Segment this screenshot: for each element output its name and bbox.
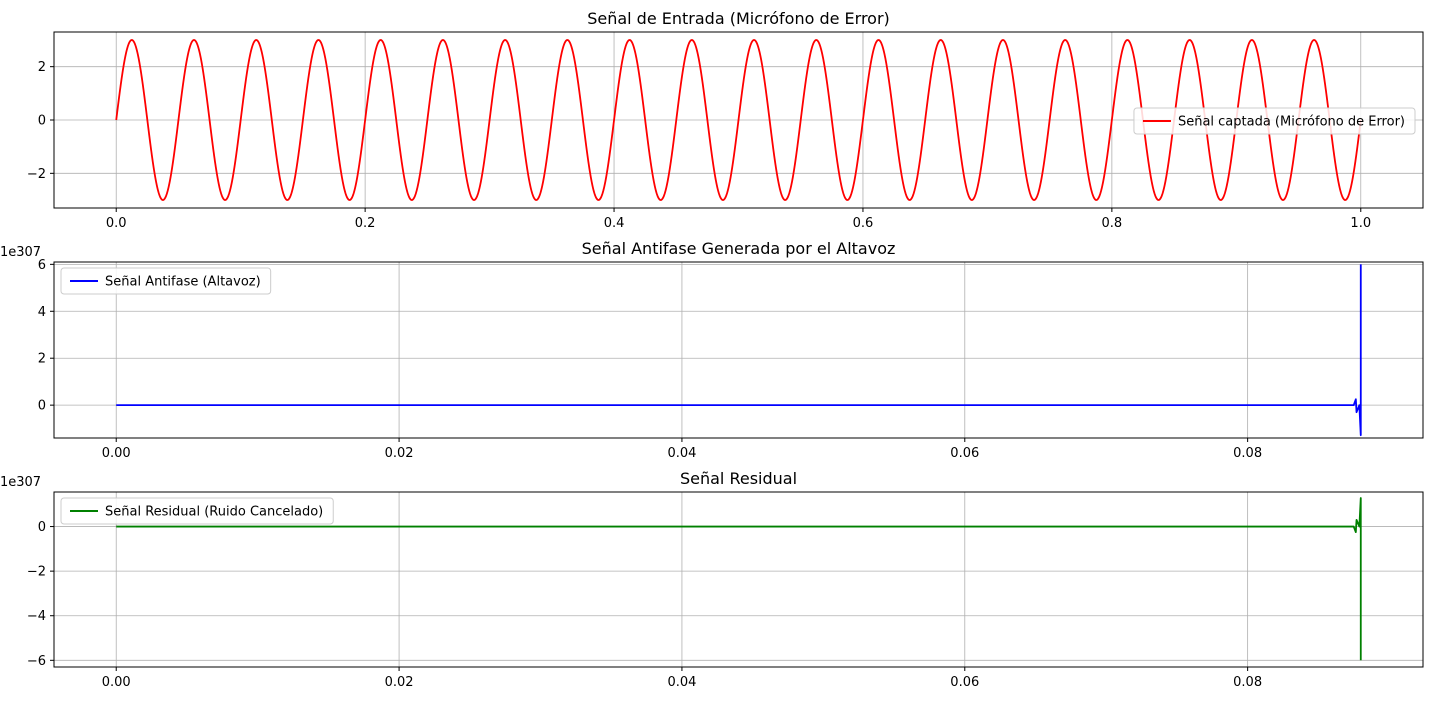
axes-frame: [53, 261, 1424, 439]
chart-title: Señal Residual: [680, 469, 797, 488]
y-tick-label: −2: [27, 167, 46, 182]
y-tick-label: 2: [38, 60, 46, 75]
y-offset-label: 1e307: [0, 475, 41, 490]
legend-label: Señal Residual (Ruido Cancelado): [105, 505, 323, 520]
x-tick-label: 0.04: [667, 446, 696, 461]
chart-title: Señal de Entrada (Micrófono de Error): [587, 9, 890, 28]
x-tick-label: 0.6: [853, 216, 874, 231]
x-tick-label: 1.0: [1350, 216, 1371, 231]
legend-frame: [60, 497, 334, 525]
x-tick-label: 0.00: [102, 446, 131, 461]
y-offset-label: 1e307: [0, 245, 41, 260]
axes-frame: [53, 491, 1424, 668]
x-tick-label: 0.8: [1102, 216, 1123, 231]
y-tick-label: 0: [38, 114, 46, 129]
y-tick-label: 2: [38, 352, 46, 367]
legend-frame: [60, 267, 272, 295]
x-tick-label: 0.00: [102, 675, 131, 690]
x-tick-label: 0.06: [950, 675, 979, 690]
y-tick-label: 4: [38, 305, 46, 320]
x-tick-label: 0.2: [355, 216, 376, 231]
x-tick-label: 0.02: [385, 446, 414, 461]
series-line-1: [116, 497, 1362, 661]
subplot-2: 0.00 0.02 0.04 0.06 0.08 0 2 4 6 Señal Antifase G…: [0, 239, 1424, 461]
x-tick-label: 0.0: [106, 216, 127, 231]
y-tick-label: −4: [27, 609, 46, 624]
x-tick-label: 0.08: [1233, 675, 1262, 690]
subplot-1: 0.0 0.2 0.4 0.6 0.8 1.0 −2 0 2 Señal de Entrada (…: [27, 9, 1424, 231]
legend: Señal captada (Micrófono de Error): [1133, 107, 1416, 135]
series-line-1: [115, 39, 1362, 201]
y-tick-label: 0: [38, 399, 46, 414]
x-tick-label: 0.04: [667, 675, 696, 690]
x-tick-label: 0.4: [604, 216, 625, 231]
y-tick-label: 6: [38, 258, 46, 273]
legend-frame: [1133, 107, 1416, 135]
x-tick-label: 0.02: [385, 675, 414, 690]
x-tick-label: 0.06: [950, 446, 979, 461]
y-tick-label: −2: [27, 565, 46, 580]
y-tick-label: −6: [27, 654, 46, 669]
x-tick-label: 0.08: [1233, 446, 1262, 461]
subplot-3: 0.00 0.02 0.04 0.06 0.08 −6 −4 −2 0 Señal Residua…: [0, 469, 1424, 690]
series-line-1: [116, 264, 1362, 437]
legend: Señal Residual (Ruido Cancelado): [60, 497, 334, 525]
legend-label: Señal captada (Micrófono de Error): [1178, 115, 1405, 130]
legend: Señal Antifase (Altavoz): [60, 267, 272, 295]
y-tick-label: 0: [38, 520, 46, 535]
chart-title: Señal Antifase Generada por el Altavoz: [582, 239, 896, 258]
legend-label: Señal Antifase (Altavoz): [105, 275, 261, 290]
